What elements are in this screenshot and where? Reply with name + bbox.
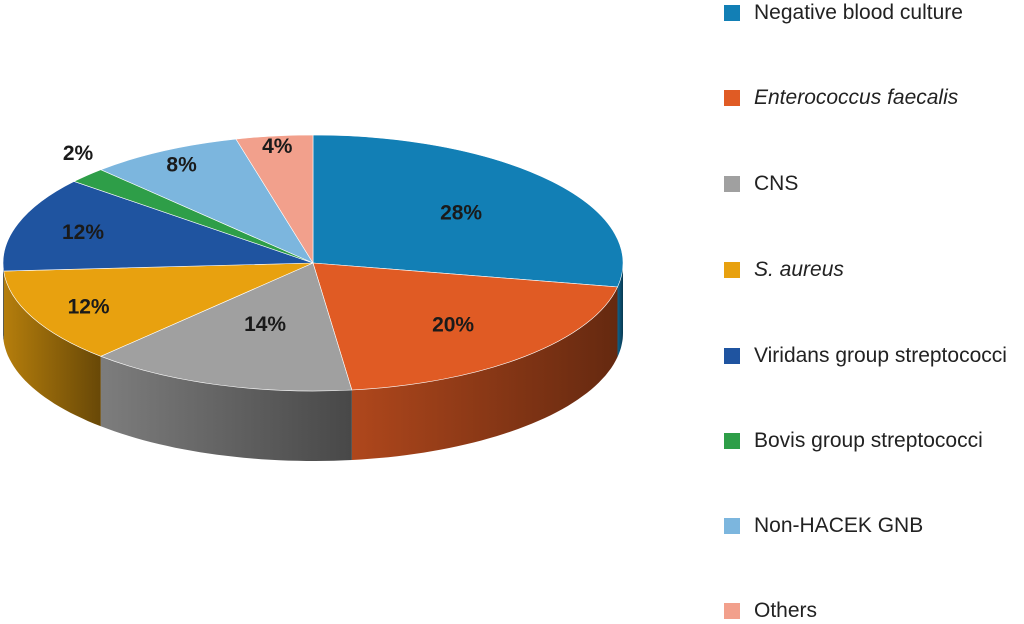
pie-side-3: [3, 271, 101, 427]
slice-label-1: 20%: [432, 314, 474, 337]
slice-label-3: 12%: [68, 296, 110, 319]
legend-label: CNS: [754, 172, 799, 195]
legend-swatch: [724, 433, 740, 449]
pie-slice-3: [3, 262, 314, 357]
pie-slice-1: [312, 262, 618, 391]
legend-item: S. aureus: [724, 257, 844, 283]
legend-item: Non-HACEK GNB: [724, 513, 923, 539]
slice-label-7: 4%: [262, 135, 293, 158]
legend-label: Non-HACEK GNB: [754, 514, 924, 537]
slice-label-6: 8%: [166, 153, 197, 176]
legend-label: Bovis group streptococci: [754, 429, 983, 452]
legend-swatch: [724, 262, 740, 278]
pie-sides: [3, 263, 623, 461]
legend-item: CNS: [724, 171, 798, 197]
pie-side-2: [100, 356, 352, 461]
pie-side-1: [351, 287, 618, 460]
legend-label: Enterococcus faecalis: [754, 86, 959, 109]
legend: Negative blood culture Enterococcus faeca…: [724, 0, 1024, 624]
pie-side-0: [617, 263, 623, 357]
slice-label-4: 12%: [62, 221, 104, 244]
pie-slice-0: [312, 134, 624, 288]
legend-item: Bovis group streptococci: [724, 428, 983, 454]
pie-slice-2: [100, 262, 353, 392]
pie-slice-4: [2, 181, 314, 272]
slice-label-5: 2%: [63, 142, 94, 165]
pie-side-4: [3, 263, 4, 341]
legend-swatch: [724, 518, 740, 534]
legend-label: S. aureus: [754, 258, 844, 281]
legend-item: Viridans group streptococci: [724, 343, 1007, 369]
slice-label-0: 28%: [440, 201, 482, 224]
legend-label: Others: [754, 599, 818, 622]
legend-swatch: [724, 176, 740, 192]
slice-label-2: 14%: [244, 313, 286, 336]
legend-swatch: [724, 90, 740, 106]
legend-label: Negative blood culture: [754, 1, 963, 24]
legend-swatch: [724, 348, 740, 364]
pie-slice-7: [235, 134, 314, 265]
legend-item: Others: [724, 598, 817, 624]
legend-item: Enterococcus faecalis: [724, 85, 958, 111]
pie-slices: [2, 134, 624, 392]
pie-slice-6: [100, 138, 314, 264]
legend-item: Negative blood culture: [724, 0, 963, 26]
legend-label: Viridans group streptococci: [754, 344, 1007, 367]
legend-swatch: [724, 5, 740, 21]
legend-swatch: [724, 603, 740, 619]
slice-labels: 28% 20% 14% 12% 12% 2% 8% 4%: [62, 135, 482, 336]
